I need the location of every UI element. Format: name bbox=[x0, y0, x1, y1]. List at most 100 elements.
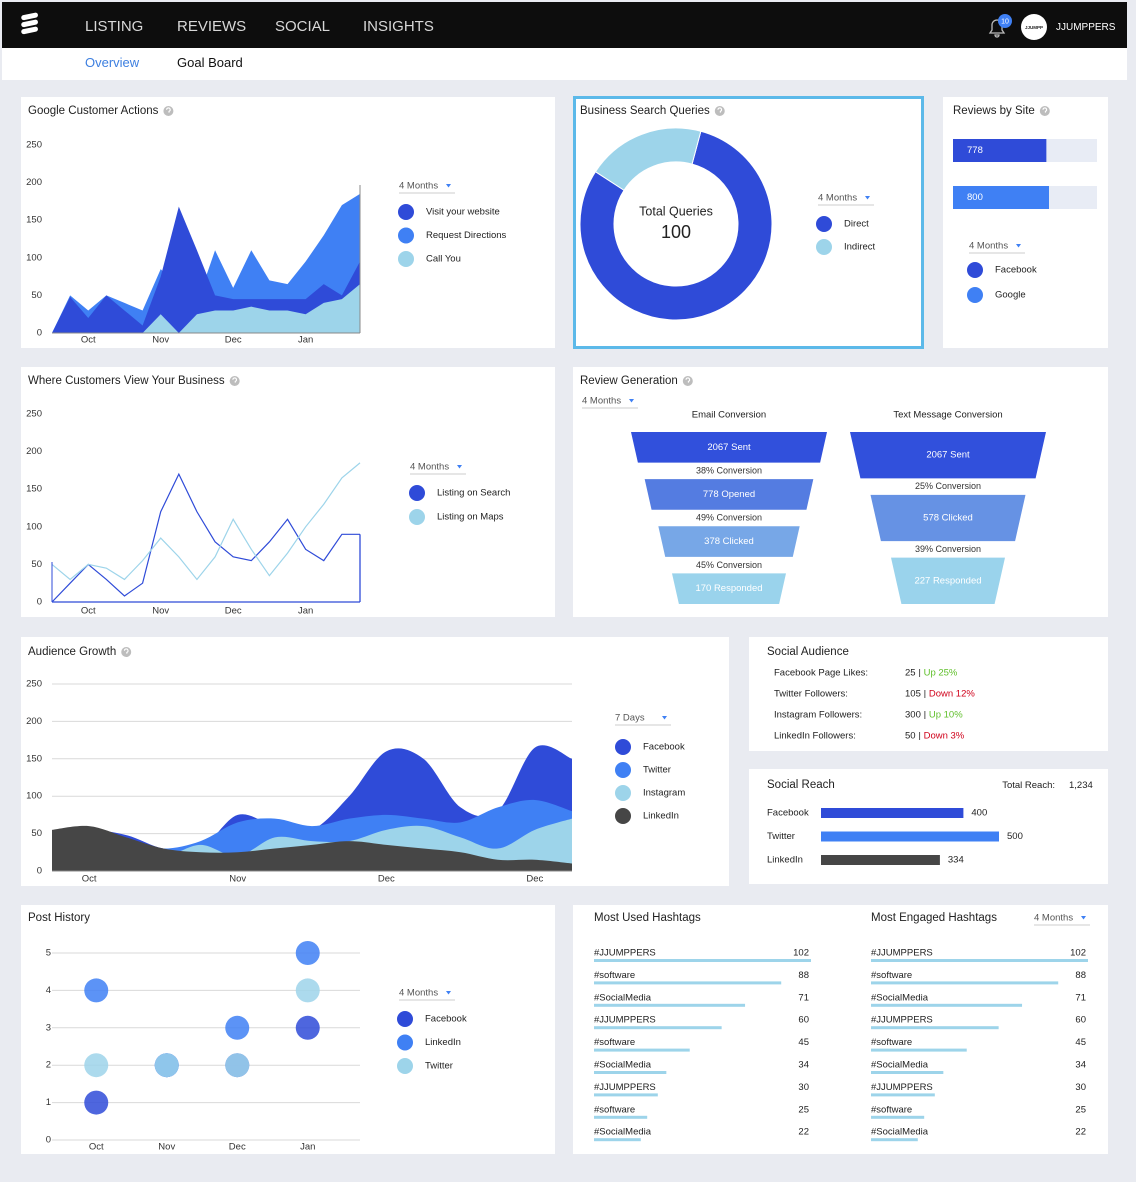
metric-value: 300 bbox=[905, 710, 921, 721]
top-bar bbox=[2, 2, 1127, 48]
help-icon[interactable] bbox=[121, 647, 132, 657]
hashtag-value: 45 bbox=[1075, 1037, 1086, 1048]
scatter-point bbox=[84, 1090, 109, 1115]
funnel-conversion: 25% Conversion bbox=[915, 481, 981, 491]
period-select[interactable]: 4 Months bbox=[399, 181, 438, 192]
bar bbox=[594, 1003, 746, 1007]
dropdown-arrow bbox=[865, 196, 870, 200]
funnel-title: Text Message Conversion bbox=[893, 410, 1002, 421]
legend-swatch bbox=[398, 204, 414, 220]
donut-center-label: Total Queries bbox=[639, 204, 713, 218]
avatar[interactable] bbox=[1021, 14, 1047, 40]
y-tick-label: 2 bbox=[46, 1060, 51, 1071]
legend-swatch bbox=[397, 1058, 413, 1074]
y-tick-label: 50 bbox=[31, 559, 42, 570]
y-tick-label: 200 bbox=[26, 716, 42, 727]
legend-label: Google bbox=[995, 290, 1026, 301]
dropdown-arrow bbox=[457, 465, 462, 469]
bar bbox=[594, 1115, 648, 1119]
bar-category-label: LinkedIn bbox=[767, 855, 803, 866]
panel-title: Google Customer Actions bbox=[28, 105, 159, 117]
hashtag-value: 88 bbox=[1075, 970, 1086, 981]
area bbox=[52, 206, 360, 333]
hashtag-value: 34 bbox=[798, 1060, 809, 1071]
y-tick-label: 50 bbox=[31, 290, 42, 301]
hashtag-value: 71 bbox=[1075, 992, 1086, 1003]
panel bbox=[573, 905, 1108, 1154]
notification-badge bbox=[998, 14, 1012, 28]
line bbox=[51, 472, 360, 603]
x-tick-label: Oct bbox=[82, 874, 97, 885]
y-tick-label: 200 bbox=[26, 177, 42, 188]
metric-label: Facebook Page Likes: bbox=[774, 668, 868, 679]
panel-title: Social Reach bbox=[767, 779, 835, 791]
help-icon-mark bbox=[166, 107, 171, 113]
period-select[interactable]: 4 Months bbox=[969, 241, 1008, 252]
y-tick-label: 0 bbox=[37, 597, 42, 608]
funnel-stage-label: 227 Responded bbox=[914, 575, 981, 586]
x-tick-label: Oct bbox=[89, 1142, 104, 1153]
legend-swatch bbox=[816, 216, 832, 232]
panel-title: Business Search Queries bbox=[580, 105, 710, 117]
line bbox=[51, 462, 361, 581]
help-icon[interactable] bbox=[714, 106, 725, 116]
bar bbox=[871, 1071, 944, 1074]
y-tick-label: 3 bbox=[46, 1022, 51, 1033]
y-tick-label: 100 bbox=[26, 521, 42, 532]
help-icon[interactable] bbox=[682, 376, 693, 386]
dropdown-arrow bbox=[446, 184, 451, 188]
logo[interactable] bbox=[21, 12, 39, 35]
funnel-stage-label: 2067 Sent bbox=[926, 450, 970, 461]
panel bbox=[749, 637, 1108, 751]
x-tick-label: Oct bbox=[81, 606, 96, 617]
legend-swatch bbox=[409, 485, 425, 501]
bar bbox=[871, 1026, 999, 1030]
help-icon[interactable] bbox=[229, 376, 240, 386]
nav-item[interactable]: REVIEWS bbox=[177, 18, 246, 35]
panel-title: Post History bbox=[28, 912, 90, 924]
x-tick-label: Oct bbox=[81, 335, 96, 346]
avatar-label: JJUMPP bbox=[1025, 25, 1043, 30]
hashtag-label: #SocialMedia bbox=[871, 1127, 929, 1138]
hashtag-label: #SocialMedia bbox=[594, 1127, 652, 1138]
hashtag-label: #SocialMedia bbox=[594, 1060, 652, 1071]
nav-item[interactable]: SOCIAL bbox=[275, 18, 330, 35]
metric-label: Twitter Followers: bbox=[774, 689, 848, 700]
period-select[interactable]: 4 Months bbox=[399, 988, 438, 999]
period-select[interactable]: 7 Days bbox=[615, 713, 645, 724]
tab[interactable]: Overview bbox=[85, 55, 140, 70]
legend-swatch bbox=[398, 227, 414, 244]
period-select[interactable]: 4 Months bbox=[410, 462, 449, 473]
y-tick-label: 250 bbox=[26, 140, 42, 151]
help-icon[interactable] bbox=[163, 106, 174, 116]
panel-title: Where Customers View Your Business bbox=[28, 375, 225, 387]
bar bbox=[953, 186, 1049, 209]
period-select[interactable]: 4 Months bbox=[1034, 913, 1073, 924]
panel-title: Audience Growth bbox=[28, 646, 116, 658]
panel-title: Most Used Hashtags bbox=[594, 912, 701, 924]
funnel-stage bbox=[658, 526, 800, 557]
legend-label: Request Directions bbox=[426, 230, 507, 241]
tab[interactable]: Goal Board bbox=[177, 55, 243, 70]
legend-label: Indirect bbox=[844, 242, 876, 253]
period-select[interactable]: 4 Months bbox=[582, 396, 621, 407]
x-tick-label: Jan bbox=[298, 335, 313, 346]
area bbox=[52, 193, 360, 333]
user-name[interactable]: JJUMPPERS bbox=[1056, 22, 1116, 33]
hashtag-label: #software bbox=[594, 1037, 635, 1048]
hashtag-label: #JJUMPPERS bbox=[871, 1015, 933, 1026]
help-icon[interactable] bbox=[1039, 106, 1050, 116]
hashtag-value: 102 bbox=[1070, 948, 1086, 959]
x-tick-label: Jan bbox=[300, 1142, 315, 1153]
x-tick-label: Nov bbox=[152, 335, 169, 346]
bar bbox=[871, 1048, 967, 1052]
donut-slice bbox=[579, 130, 773, 321]
metric-change: Down 3% bbox=[924, 731, 965, 742]
hashtag-value: 22 bbox=[798, 1127, 809, 1138]
nav-item[interactable]: INSIGHTS bbox=[363, 18, 434, 35]
bar bbox=[871, 1138, 918, 1142]
nav-item[interactable]: LISTING bbox=[85, 18, 143, 35]
tab-bar bbox=[2, 48, 1127, 80]
period-select[interactable]: 4 Months bbox=[818, 193, 857, 204]
scatter-point bbox=[295, 941, 320, 965]
